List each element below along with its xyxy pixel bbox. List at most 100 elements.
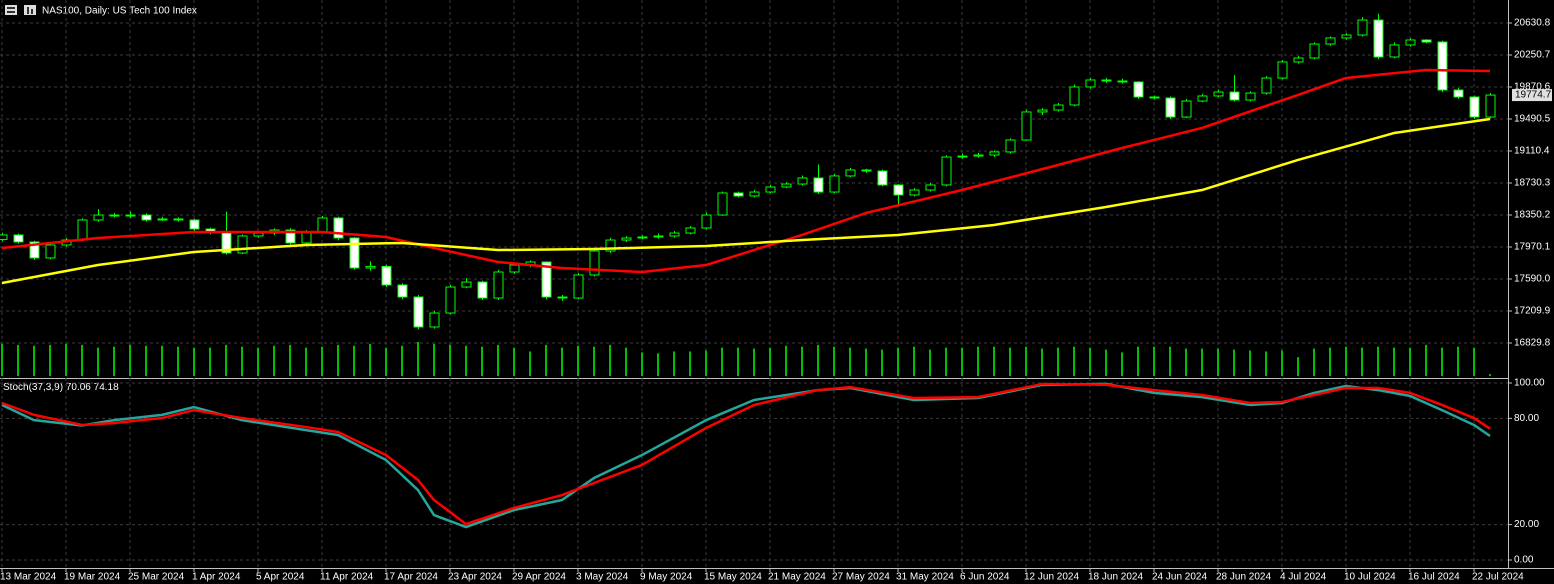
candle-body [1277,61,1288,79]
icon [31,9,33,14]
line [1,382,1491,526]
icon [27,7,29,14]
candle-body [1245,92,1256,101]
icon [24,5,36,15]
candle-body [941,156,952,186]
candle-body [781,183,792,188]
icon [7,11,15,13]
indicator-value: 74.18 [94,382,119,393]
candle-body [685,227,696,234]
candle-body [1117,80,1128,83]
line [1,68,1491,274]
y-tick-label: 18350.2 [1514,210,1551,221]
candle-body [109,214,120,217]
indicator-label: Stoch(37,3,9) 70.06 74.18 [3,382,119,393]
candle-body [397,284,408,298]
candle-body [973,154,984,157]
candle-body [1437,41,1448,91]
candle-body [189,219,200,230]
candle-body [861,169,872,172]
y-tick-label: 80.00 [1514,413,1539,424]
x-tick-label: 5 Apr 2024 [256,572,305,583]
x-tick-label: 6 Jun 2024 [960,572,1010,583]
candle-body [701,214,712,229]
y-tick-label: 17590.0 [1514,274,1551,285]
candle-body [237,235,248,254]
candle-body [1389,44,1400,58]
candle-body [461,281,472,288]
x-tick-label: 1 Apr 2024 [192,572,241,583]
candle-body [573,274,584,299]
candle-body [557,296,568,299]
y-tick-label: 100.00 [1514,378,1545,389]
candle-body [45,244,56,259]
candle-body [733,192,744,197]
candle-body [669,232,680,237]
candle-body [1453,89,1464,98]
candle-body [1069,86,1080,106]
icon [7,7,15,9]
candle-body [1133,81,1144,98]
x-tick-label: 19 Mar 2024 [64,572,121,583]
x-tick-label: 13 Mar 2024 [0,572,57,583]
candle-body [301,231,312,244]
candle-body [1197,95,1208,102]
x-tick-label: 27 May 2024 [832,572,890,583]
x-tick-label: 15 May 2024 [704,572,762,583]
candle-body [125,214,136,217]
x-tick-label: 10 Jul 2024 [1344,572,1396,583]
candle-body [1085,79,1096,88]
x-tick-label: 31 May 2024 [896,572,954,583]
x-tick-label: 21 May 2024 [768,572,826,583]
candle-body [957,155,968,158]
candle-body [1213,91,1224,97]
candle-body [813,177,824,193]
candle-body [349,237,360,269]
candle-body [541,261,552,298]
candle-body [13,234,24,243]
candle-body [925,184,936,191]
x-tick-label: 25 Mar 2024 [128,572,185,583]
price-tag [1512,89,1552,102]
candle-body [877,170,888,186]
candle-body [29,241,40,259]
y-tick-label: 17970.1 [1514,242,1551,253]
candle-body [445,286,456,314]
candle-body [989,151,1000,156]
y-tick-label: 20630.8 [1514,18,1551,29]
candle-body [589,250,600,276]
candle-body [1005,139,1016,153]
candle-body [621,237,632,241]
y-tick-label: 17209.9 [1514,306,1551,317]
candle-body [141,214,152,221]
x-tick-label: 11 Apr 2024 [320,572,374,583]
candle-body [797,177,808,185]
candle-body [93,214,104,221]
candle-body [1421,39,1432,43]
candle-body [1357,19,1368,36]
candle-body [1053,104,1064,111]
candle-body [1165,97,1176,118]
symbol-icons [5,5,36,15]
x-tick-label: 12 Jun 2024 [1024,572,1079,583]
candle-body [1021,111,1032,141]
candle-body [157,218,168,221]
candle-body [509,264,520,273]
indicator-name: Stoch(37,3,9) [3,382,63,393]
price-tag-label: 19774.7 [1515,90,1552,101]
candle-body [1341,34,1352,39]
x-tick-label: 29 Apr 2024 [512,572,566,583]
x-tick-label: 17 Apr 2024 [384,572,438,583]
y-tick-label: 19870.6 [1514,82,1551,93]
candle-body [253,232,264,237]
candle-body [1373,19,1384,58]
y-tick-label: 16829.8 [1514,338,1551,349]
candle-body [909,189,920,196]
candle-body [317,217,328,233]
line [1,117,1491,285]
y-tick-label: 19110.4 [1514,146,1550,157]
candle-body [173,218,184,221]
y-tick-label: 20.00 [1514,519,1539,530]
candle-body [429,312,440,328]
